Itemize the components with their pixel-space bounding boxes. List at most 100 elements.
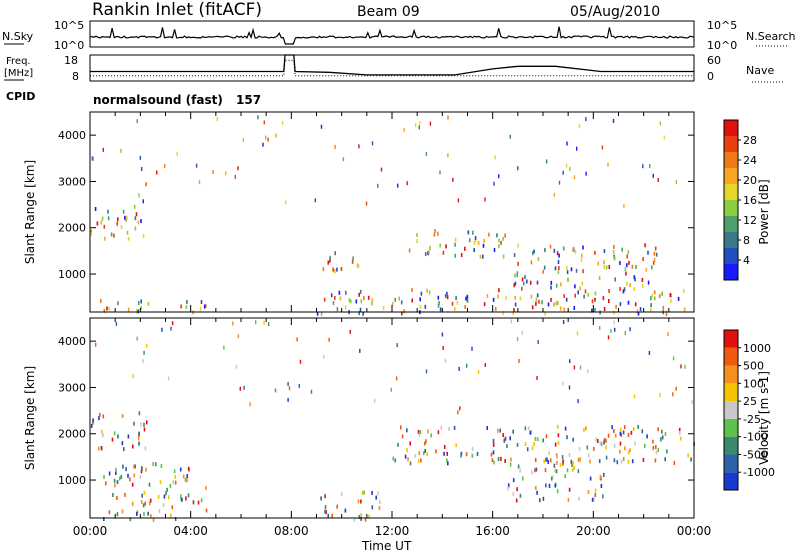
data-cell: [557, 424, 559, 429]
velocity-ylabel: Slant Range [km]: [23, 366, 37, 470]
data-cell: [391, 301, 394, 306]
data-cell: [242, 137, 244, 142]
data-cell: [187, 493, 190, 498]
data-cell: [179, 497, 182, 501]
data-cell: [644, 243, 646, 248]
data-cell: [622, 289, 625, 294]
data-cell: [338, 290, 341, 295]
data-cell: [667, 332, 669, 337]
data-cell: [635, 265, 637, 269]
data-cell: [147, 301, 150, 306]
data-cell: [143, 350, 145, 355]
data-cell: [127, 307, 130, 312]
data-cell: [622, 456, 625, 461]
data-cell: [657, 178, 659, 182]
data-cell: [406, 448, 408, 453]
data-cell: [327, 260, 330, 265]
colorbar-segment: [724, 383, 738, 402]
x-tick-label: 00:00: [73, 524, 108, 538]
data-cell: [654, 296, 656, 301]
data-cell: [476, 451, 479, 456]
data-cell: [637, 311, 640, 316]
data-cell: [377, 183, 379, 188]
data-cell: [562, 381, 564, 386]
data-cell: [499, 428, 501, 433]
data-cell: [532, 251, 534, 256]
data-cell: [92, 156, 94, 161]
data-cell: [137, 220, 140, 225]
data-cell: [644, 443, 646, 448]
data-cell: [493, 181, 495, 186]
data-cell: [417, 430, 420, 434]
data-cell: [497, 428, 499, 433]
data-cell: [116, 496, 118, 500]
data-cell: [167, 376, 170, 381]
data-cell: [165, 491, 167, 496]
data-cell: [613, 245, 615, 249]
data-cell: [360, 499, 362, 504]
data-cell: [133, 464, 135, 469]
data-cell: [605, 438, 607, 443]
data-cell: [608, 265, 611, 269]
data-cell: [539, 498, 541, 503]
data-cell: [361, 490, 364, 495]
data-cell: [457, 198, 460, 203]
data-cell: [142, 359, 144, 364]
data-cell: [537, 340, 539, 344]
data-cell: [554, 266, 557, 271]
nsearch-tick-bottom: 10^0: [707, 39, 737, 52]
colorbar-frame: [723, 329, 739, 491]
data-cell: [129, 477, 131, 482]
data-cell: [661, 291, 663, 296]
data-cell: [620, 432, 623, 437]
data-cell: [145, 182, 147, 187]
data-cell: [567, 497, 570, 502]
data-cell: [678, 427, 681, 432]
data-cell: [653, 290, 656, 295]
data-cell: [543, 459, 545, 464]
data-cell: [585, 117, 587, 122]
data-cell: [425, 152, 428, 156]
data-cell: [124, 215, 126, 220]
data-cell: [320, 312, 323, 316]
data-cell: [184, 477, 187, 482]
data-cell: [471, 346, 473, 351]
data-cell: [614, 433, 617, 438]
data-cell: [654, 246, 657, 251]
data-cell: [147, 511, 149, 516]
data-cell: [336, 267, 338, 272]
data-cell: [642, 164, 644, 169]
data-cell: [503, 438, 506, 443]
data-cell: [446, 295, 449, 300]
data-cell: [641, 429, 644, 434]
data-cell: [116, 480, 119, 485]
data-cell: [517, 166, 519, 171]
x-tick-labels: 00:00 04:00 08:00 12:00 16:00 20:00 00:00: [73, 524, 712, 538]
data-cell: [444, 358, 447, 363]
data-cell: [531, 305, 534, 310]
data-cell: [658, 294, 661, 299]
data-cell: [546, 457, 548, 462]
nave-label: Nave: [746, 64, 774, 77]
data-cell: [360, 516, 362, 521]
beam-label: Beam 09: [357, 4, 420, 20]
data-cell: [516, 337, 519, 342]
data-cell: [512, 311, 514, 316]
data-cell: [672, 356, 675, 361]
data-cell: [622, 430, 625, 435]
data-cell: [652, 445, 655, 450]
data-cell: [192, 500, 195, 505]
data-cell: [632, 427, 635, 431]
data-cell: [486, 426, 488, 430]
data-cell: [509, 462, 512, 467]
data-cell: [519, 493, 522, 498]
data-cell: [581, 253, 583, 258]
data-cell: [420, 458, 422, 463]
data-cell: [627, 250, 630, 255]
data-cell: [535, 467, 538, 472]
data-cell: [138, 411, 141, 416]
x-tick-label: 00:00: [677, 524, 712, 538]
y-tick-label: 4000: [58, 335, 86, 348]
colorbar-segment: [724, 216, 738, 232]
data-cell: [538, 299, 540, 304]
